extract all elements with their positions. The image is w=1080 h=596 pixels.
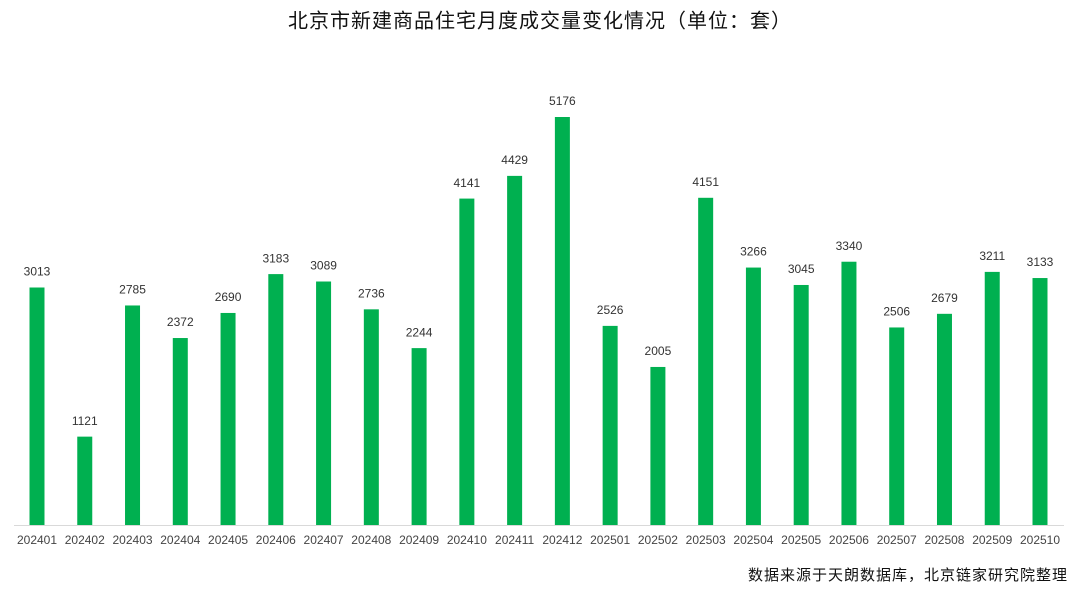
x-tick-label: 202409 <box>399 533 439 547</box>
bar <box>77 436 93 525</box>
source-note: 数据来源于天朗数据库，北京链家研究院整理 <box>748 566 1068 584</box>
x-tick-label: 202508 <box>924 533 964 547</box>
value-label: 5176 <box>549 94 576 108</box>
x-tick-label: 202410 <box>447 533 487 547</box>
x-tick-label: 202509 <box>972 533 1012 547</box>
value-label: 3211 <box>979 249 1005 263</box>
value-label: 2736 <box>358 287 385 301</box>
bar <box>268 274 284 525</box>
x-tick-label: 202503 <box>686 533 726 547</box>
x-tick-label: 202407 <box>304 533 344 547</box>
x-tick-label: 202408 <box>351 533 391 547</box>
value-label: 3133 <box>1027 255 1054 269</box>
value-label: 3013 <box>24 265 51 279</box>
value-label: 4151 <box>692 175 719 189</box>
bar <box>841 261 857 525</box>
bar <box>316 281 332 525</box>
bar <box>411 348 427 525</box>
value-label: 2244 <box>406 325 433 339</box>
bar <box>984 271 1000 525</box>
value-label: 3089 <box>310 259 337 273</box>
x-tick-label: 202406 <box>256 533 296 547</box>
value-label: 3183 <box>262 251 289 265</box>
value-label: 2372 <box>167 315 194 329</box>
x-tick-label: 202507 <box>877 533 917 547</box>
bar <box>650 366 666 525</box>
bar <box>602 325 618 525</box>
value-label: 4141 <box>454 176 481 190</box>
value-label: 4429 <box>501 153 528 167</box>
bar <box>1032 278 1048 525</box>
x-tick-label: 202403 <box>113 533 153 547</box>
bar <box>125 305 141 525</box>
bar <box>936 313 952 525</box>
x-tick-label: 202412 <box>542 533 582 547</box>
x-tick-label: 202506 <box>829 533 869 547</box>
bar <box>29 287 45 525</box>
bar <box>172 338 188 525</box>
bar <box>459 198 475 525</box>
value-label: 2690 <box>215 290 242 304</box>
x-tick-label: 202502 <box>638 533 678 547</box>
value-label: 2785 <box>119 283 146 297</box>
x-tick-label: 202405 <box>208 533 248 547</box>
bar <box>889 327 905 525</box>
value-label: 3266 <box>740 245 767 259</box>
bar <box>554 117 570 525</box>
bar <box>220 312 236 525</box>
value-label: 2526 <box>597 303 624 317</box>
x-tick-label: 202402 <box>65 533 105 547</box>
value-label: 2506 <box>883 305 910 319</box>
bar <box>363 309 379 525</box>
x-tick-label: 202510 <box>1020 533 1060 547</box>
bar <box>793 284 809 525</box>
x-tick-label: 202404 <box>160 533 200 547</box>
chart-title: 北京市新建商品住宅月度成交量变化情况（单位：套） <box>288 9 792 33</box>
x-tick-label: 202504 <box>733 533 773 547</box>
value-label: 3045 <box>788 262 815 276</box>
value-label: 2005 <box>645 344 672 358</box>
x-tick-label: 202401 <box>17 533 57 547</box>
x-tick-label: 202411 <box>495 533 534 547</box>
bar <box>698 197 714 526</box>
value-label: 1121 <box>72 414 98 428</box>
value-label: 2679 <box>931 291 958 305</box>
x-tick-label: 202501 <box>590 533 630 547</box>
value-label: 3340 <box>836 239 863 253</box>
bar <box>745 267 761 525</box>
bar <box>507 175 523 525</box>
x-tick-label: 202505 <box>781 533 821 547</box>
